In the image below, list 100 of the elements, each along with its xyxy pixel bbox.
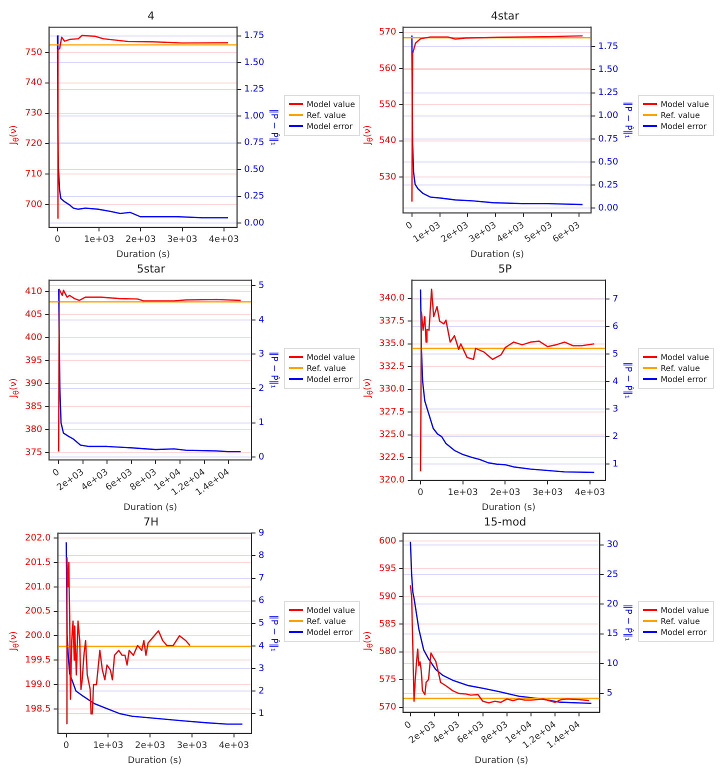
y2-tick-label: 4 — [612, 377, 618, 388]
y2-axis-title: ‖P − P̂‖₁ — [622, 604, 634, 642]
y2-tick-label: 0.00 — [244, 218, 264, 228]
x-tick-label: 1e+03 — [84, 235, 114, 246]
y-tick-label: 337.5 — [379, 316, 405, 326]
y-tick-label: 575 — [378, 674, 396, 685]
x-axis-title: Duration (s) — [470, 250, 524, 260]
y-tick-label: 200.0 — [25, 631, 52, 642]
legend-label: Model value — [660, 100, 709, 108]
y2-tick-label: 8 — [258, 551, 264, 562]
y2-tick-label: 1 — [258, 418, 264, 428]
y2-tick-label: 0 — [258, 452, 264, 462]
y2-tick-label: 1 — [612, 460, 618, 470]
x-tick-label: 4e+03 — [574, 488, 606, 498]
x-tick-label: 0 — [403, 720, 414, 732]
y-tick-label: 332.5 — [379, 362, 405, 372]
y2-tick-label: 9 — [258, 528, 264, 539]
y2-tick-label: 1.25 — [598, 88, 618, 98]
x-tick-label: 3e+03 — [176, 741, 208, 752]
legend-label: Model error — [660, 374, 707, 384]
y-tick-label: 405 — [24, 310, 42, 320]
y2-tick-label: 3 — [258, 664, 264, 674]
y2-tick-label: 2 — [612, 432, 618, 442]
y2-tick-label: 10 — [606, 658, 618, 669]
y2-tick-label: 1.00 — [598, 111, 618, 122]
y-tick-label: 730 — [24, 108, 42, 119]
y2-tick-label: 30 — [606, 540, 618, 550]
y2-tick-label: 4 — [258, 641, 264, 652]
x-tick-label: 4e+03 — [208, 235, 239, 246]
y2-tick-label: 5 — [612, 350, 618, 360]
y2-tick-label: 0.25 — [598, 180, 618, 190]
x-tick-label: 3e+03 — [167, 235, 198, 246]
x-tick-label: 0 — [418, 488, 424, 498]
y-tick-label: 390 — [24, 378, 42, 389]
y2-axis-title: ‖P − P̂‖₁ — [268, 614, 280, 652]
y-tick-label: 380 — [24, 424, 42, 435]
x-tick-label: 0 — [51, 467, 62, 479]
legend-label: Ref. value — [660, 364, 700, 372]
y2-tick-label: 3 — [258, 350, 264, 360]
y2-tick-label: 1.00 — [244, 111, 264, 122]
y-tick-label: 320.0 — [379, 476, 406, 486]
legend-label: Model error — [306, 628, 353, 636]
y-tick-label: 570 — [378, 702, 396, 713]
y2-tick-label: 5 — [606, 688, 612, 699]
y2-tick-label: 0.50 — [244, 164, 264, 175]
y-tick-label: 375 — [24, 448, 42, 458]
legend-label: Model error — [660, 628, 707, 636]
y-tick-label: 750 — [24, 48, 42, 58]
y-tick-label: 202.0 — [25, 533, 52, 544]
x-tick-label: 2e+03 — [490, 488, 520, 498]
y-tick-label: 720 — [24, 139, 42, 150]
y-tick-label: 710 — [24, 170, 42, 180]
y2-tick-label: 15 — [606, 629, 618, 640]
y2-tick-label: 1.75 — [598, 42, 618, 52]
y-tick-label: 198.5 — [25, 704, 51, 714]
legend-label: Model error — [306, 122, 353, 130]
x-tick-label: 1e+03 — [93, 741, 124, 752]
x-tick-label: 2e+03 — [126, 235, 156, 246]
legend-label: Ref. value — [660, 110, 700, 120]
legend-label: Ref. value — [306, 616, 346, 626]
y2-tick-label: 25 — [606, 570, 618, 580]
legend-label: Ref. value — [306, 110, 346, 120]
x-tick-label: 4e+03 — [218, 741, 250, 752]
y2-axis-title: ‖P − P̂‖₁ — [268, 352, 280, 389]
x-tick-label: 0 — [54, 235, 61, 246]
y2-tick-label: 2 — [258, 384, 264, 394]
y2-axis-title: ‖P − P̂‖₁ — [268, 108, 280, 146]
y2-tick-label: 0.00 — [598, 204, 618, 214]
y-tick-label: 595 — [378, 564, 396, 574]
legend-label: Model value — [660, 606, 709, 614]
y-tick-label: 201.5 — [25, 558, 51, 568]
y2-tick-label: 0.25 — [244, 192, 264, 202]
y2-tick-label: 6 — [258, 596, 264, 606]
x-tick-label: 2e+03 — [134, 741, 166, 752]
y-tick-label: 600 — [378, 536, 396, 546]
x-axis-title: Duration (s) — [128, 756, 182, 766]
y-tick-label: 740 — [24, 78, 42, 88]
y-tick-label: 385 — [24, 402, 42, 412]
chart-title: 15-mod — [484, 515, 526, 528]
y-tick-label: 580 — [378, 647, 396, 658]
x-tick-label: 1e+03 — [448, 488, 478, 498]
chart-title: 4 — [148, 9, 154, 22]
y2-tick-label: 0.75 — [598, 134, 618, 144]
x-tick-label: 3e+03 — [532, 488, 563, 498]
x-axis-title: Duration (s) — [116, 250, 170, 260]
y-tick-label: 199.0 — [25, 680, 52, 690]
y2-tick-label: 2 — [258, 686, 264, 696]
y2-tick-label: 1.50 — [598, 65, 618, 76]
legend-label: Ref. value — [660, 616, 700, 626]
y-tick-label: 340.0 — [379, 294, 406, 304]
y2-axis-title: ‖P − P̂‖₁ — [622, 362, 634, 400]
y-tick-label: 201.0 — [25, 582, 52, 592]
y2-tick-label: 3 — [612, 404, 618, 415]
y2-tick-label: 5 — [258, 618, 264, 629]
y2-tick-label: 0.50 — [598, 157, 618, 168]
y-tick-label: 335.0 — [379, 339, 406, 350]
legend-label: Model error — [660, 122, 707, 130]
y2-tick-label: 6 — [612, 322, 618, 332]
y-tick-label: 199.5 — [25, 656, 51, 666]
y-tick-label: 585 — [378, 619, 396, 630]
